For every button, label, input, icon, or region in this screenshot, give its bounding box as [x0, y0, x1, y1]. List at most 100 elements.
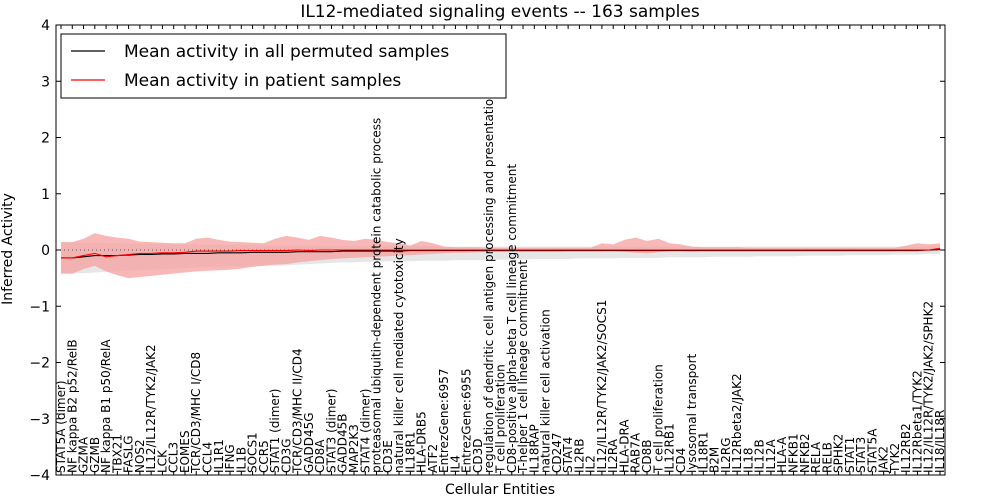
- y-axis-label: Inferred Activity: [0, 193, 16, 305]
- x-tick-label: NF kappa B1 p50/RelA: [99, 339, 113, 473]
- legend-frame: [60, 33, 507, 99]
- x-tick-label: HLA-A: [775, 436, 789, 473]
- x-tick-label: IL12B: [753, 439, 767, 473]
- x-tick-label: IL1R1: [212, 439, 226, 473]
- legend-label-patient: Mean activity in patient samples: [124, 71, 401, 91]
- x-tick-label: JAK2: [877, 446, 891, 474]
- x-tick-label: STAT5A: [865, 428, 879, 473]
- line-permuted: [61, 248, 941, 259]
- x-tick-label: B2M: [708, 447, 722, 473]
- x-tick-label: STAT3 (dimer): [325, 389, 339, 473]
- x-tick-label: CD8-positive alpha-beta T cell lineage c…: [505, 164, 519, 473]
- x-tick-label: IL2RG: [719, 438, 733, 474]
- x-tick-label: HLA-DRA: [618, 419, 632, 473]
- y-tick-label: −1: [29, 299, 50, 315]
- x-tick-label: NFKB2: [798, 433, 812, 473]
- x-tick-label: EntrezGene:6955: [460, 369, 474, 474]
- x-tick-label: proteasomal ubiquitin-dependent protein …: [370, 118, 384, 473]
- x-tick-label: ATF2: [426, 444, 440, 473]
- x-tick-labels: STAT5A (dimer)NF kappa B2 p52/RelBGZMAGZ…: [54, 91, 947, 474]
- x-tick-label: CD3G: [279, 438, 293, 473]
- x-tick-label: IL12/IL12R/TYK2/JAK2/SOCS1: [595, 300, 609, 473]
- x-axis-label: Cellular Entities: [445, 482, 555, 498]
- x-tick-label: T cell proliferation: [494, 364, 508, 474]
- y-tick-label: −2: [29, 356, 50, 372]
- x-tick-label: RELB: [820, 442, 834, 473]
- x-tick-label: lysosomal transport: [685, 353, 699, 473]
- x-tick-label: HLA-DRB5: [415, 411, 429, 473]
- x-tick-label: GADD45B: [336, 414, 350, 474]
- x-tick-label: IL18R1: [696, 432, 710, 473]
- x-tick-label: IL12RB2: [899, 423, 913, 473]
- y-tick-label: 2: [41, 131, 50, 147]
- x-tick-label: T cell proliferation: [651, 364, 665, 474]
- x-tick-label: GZMA: [77, 436, 91, 473]
- x-tick-label: NFKB1: [787, 433, 801, 473]
- x-tick-label: RAB7A: [629, 432, 643, 473]
- y-tick-label: −4: [29, 468, 50, 484]
- x-tick-label: natural killer cell activation: [539, 309, 553, 473]
- x-tick-label: TBX21: [110, 434, 124, 474]
- x-tick-label: STAT3: [854, 437, 868, 473]
- x-tick-label: IL2RA: [606, 438, 620, 473]
- chart-title: IL12-mediated signaling events -- 163 sa…: [300, 2, 700, 22]
- x-tick-label: CCR5: [257, 440, 271, 473]
- x-tick-label: TCR/CD3/MHC I/CD8: [189, 352, 203, 474]
- x-tick-label: CD247: [550, 432, 564, 473]
- series-lines: [61, 247, 941, 259]
- x-tick-label: TCR/CD3/MHC II/CD4: [291, 348, 305, 474]
- x-axis-ticks: [60, 25, 941, 475]
- y-axis-ticks: −4 −3 −2 −1 0 1 2 3 4: [29, 18, 945, 484]
- x-tick-label: IL2: [584, 455, 598, 473]
- x-tick-label: IFNG: [223, 444, 237, 473]
- y-tick-label: −3: [29, 412, 50, 428]
- x-tick-label: STAT4 (dimer): [358, 389, 372, 473]
- x-tick-label: T-helper 1 cell lineage commitment: [516, 260, 530, 474]
- x-tick-label: IL12Rbeta1/TYK2: [911, 370, 925, 473]
- x-tick-label: IL18: [741, 448, 755, 474]
- x-tick-label: TYK2: [888, 443, 902, 474]
- x-tick-label: IL2RB: [572, 439, 586, 473]
- x-tick-label: STAT1 (dimer): [268, 389, 282, 473]
- x-tick-label: CCL4: [201, 442, 215, 473]
- x-tick-label: RELA: [809, 441, 823, 473]
- x-tick-label: IL4: [448, 455, 462, 473]
- line-patient: [61, 247, 941, 259]
- x-tick-label: NOS2: [133, 439, 147, 473]
- x-tick-label: EOMES: [178, 430, 192, 473]
- x-tick-label: LCK: [155, 449, 169, 473]
- x-tick-label: IL18R1: [403, 432, 417, 473]
- y-tick-label: 3: [41, 74, 50, 90]
- y-tick-label: 0: [41, 243, 50, 259]
- x-tick-label: FASLG: [122, 435, 136, 473]
- x-tick-label: MAP2K3: [347, 424, 361, 473]
- x-tick-label: IL12Rbeta2/JAK2: [730, 373, 744, 473]
- x-tick-label: IL12/IL12R/TYK2/JAK2/SPHK2: [922, 301, 936, 473]
- legend-label-permuted: Mean activity in all permuted samples: [124, 42, 449, 62]
- x-tick-label: IL12/IL12R/TYK2/JAK2: [144, 344, 158, 473]
- x-tick-label: SOCS1: [246, 432, 260, 473]
- x-tick-label: STAT4: [561, 437, 575, 473]
- x-tick-label: GZMB: [88, 437, 102, 473]
- x-tick-label: STAT1: [843, 437, 857, 473]
- legend: Mean activity in all permuted samples Me…: [60, 33, 507, 99]
- x-tick-label: NF kappa B2 p52/RelB: [65, 339, 79, 473]
- x-tick-label: IL1B: [234, 447, 248, 473]
- x-tick-label: IL12A: [764, 439, 778, 473]
- x-tick-label: EntrezGene:6957: [437, 369, 451, 474]
- x-tick-label: CD4: [674, 448, 688, 473]
- x-tick-label: natural killer cell mediated cytotoxicit…: [392, 238, 406, 473]
- x-tick-label: CD3D: [471, 439, 485, 474]
- x-tick-label: IL12RB1: [663, 423, 677, 473]
- y-tick-label: 4: [41, 18, 50, 34]
- x-tick-label: regulation of dendritic cell antigen pro…: [482, 91, 496, 473]
- band-patient: [61, 233, 940, 279]
- x-tick-label: CCL3: [167, 442, 181, 473]
- x-tick-label: IL18RAP: [527, 424, 541, 473]
- x-tick-label: SPHK2: [832, 434, 846, 473]
- x-tick-label: CD8B: [640, 440, 654, 474]
- x-tick-label: CD8A: [313, 439, 327, 473]
- x-tick-label: GADD45G: [302, 412, 316, 473]
- x-tick-label: STAT5A (dimer): [54, 380, 68, 473]
